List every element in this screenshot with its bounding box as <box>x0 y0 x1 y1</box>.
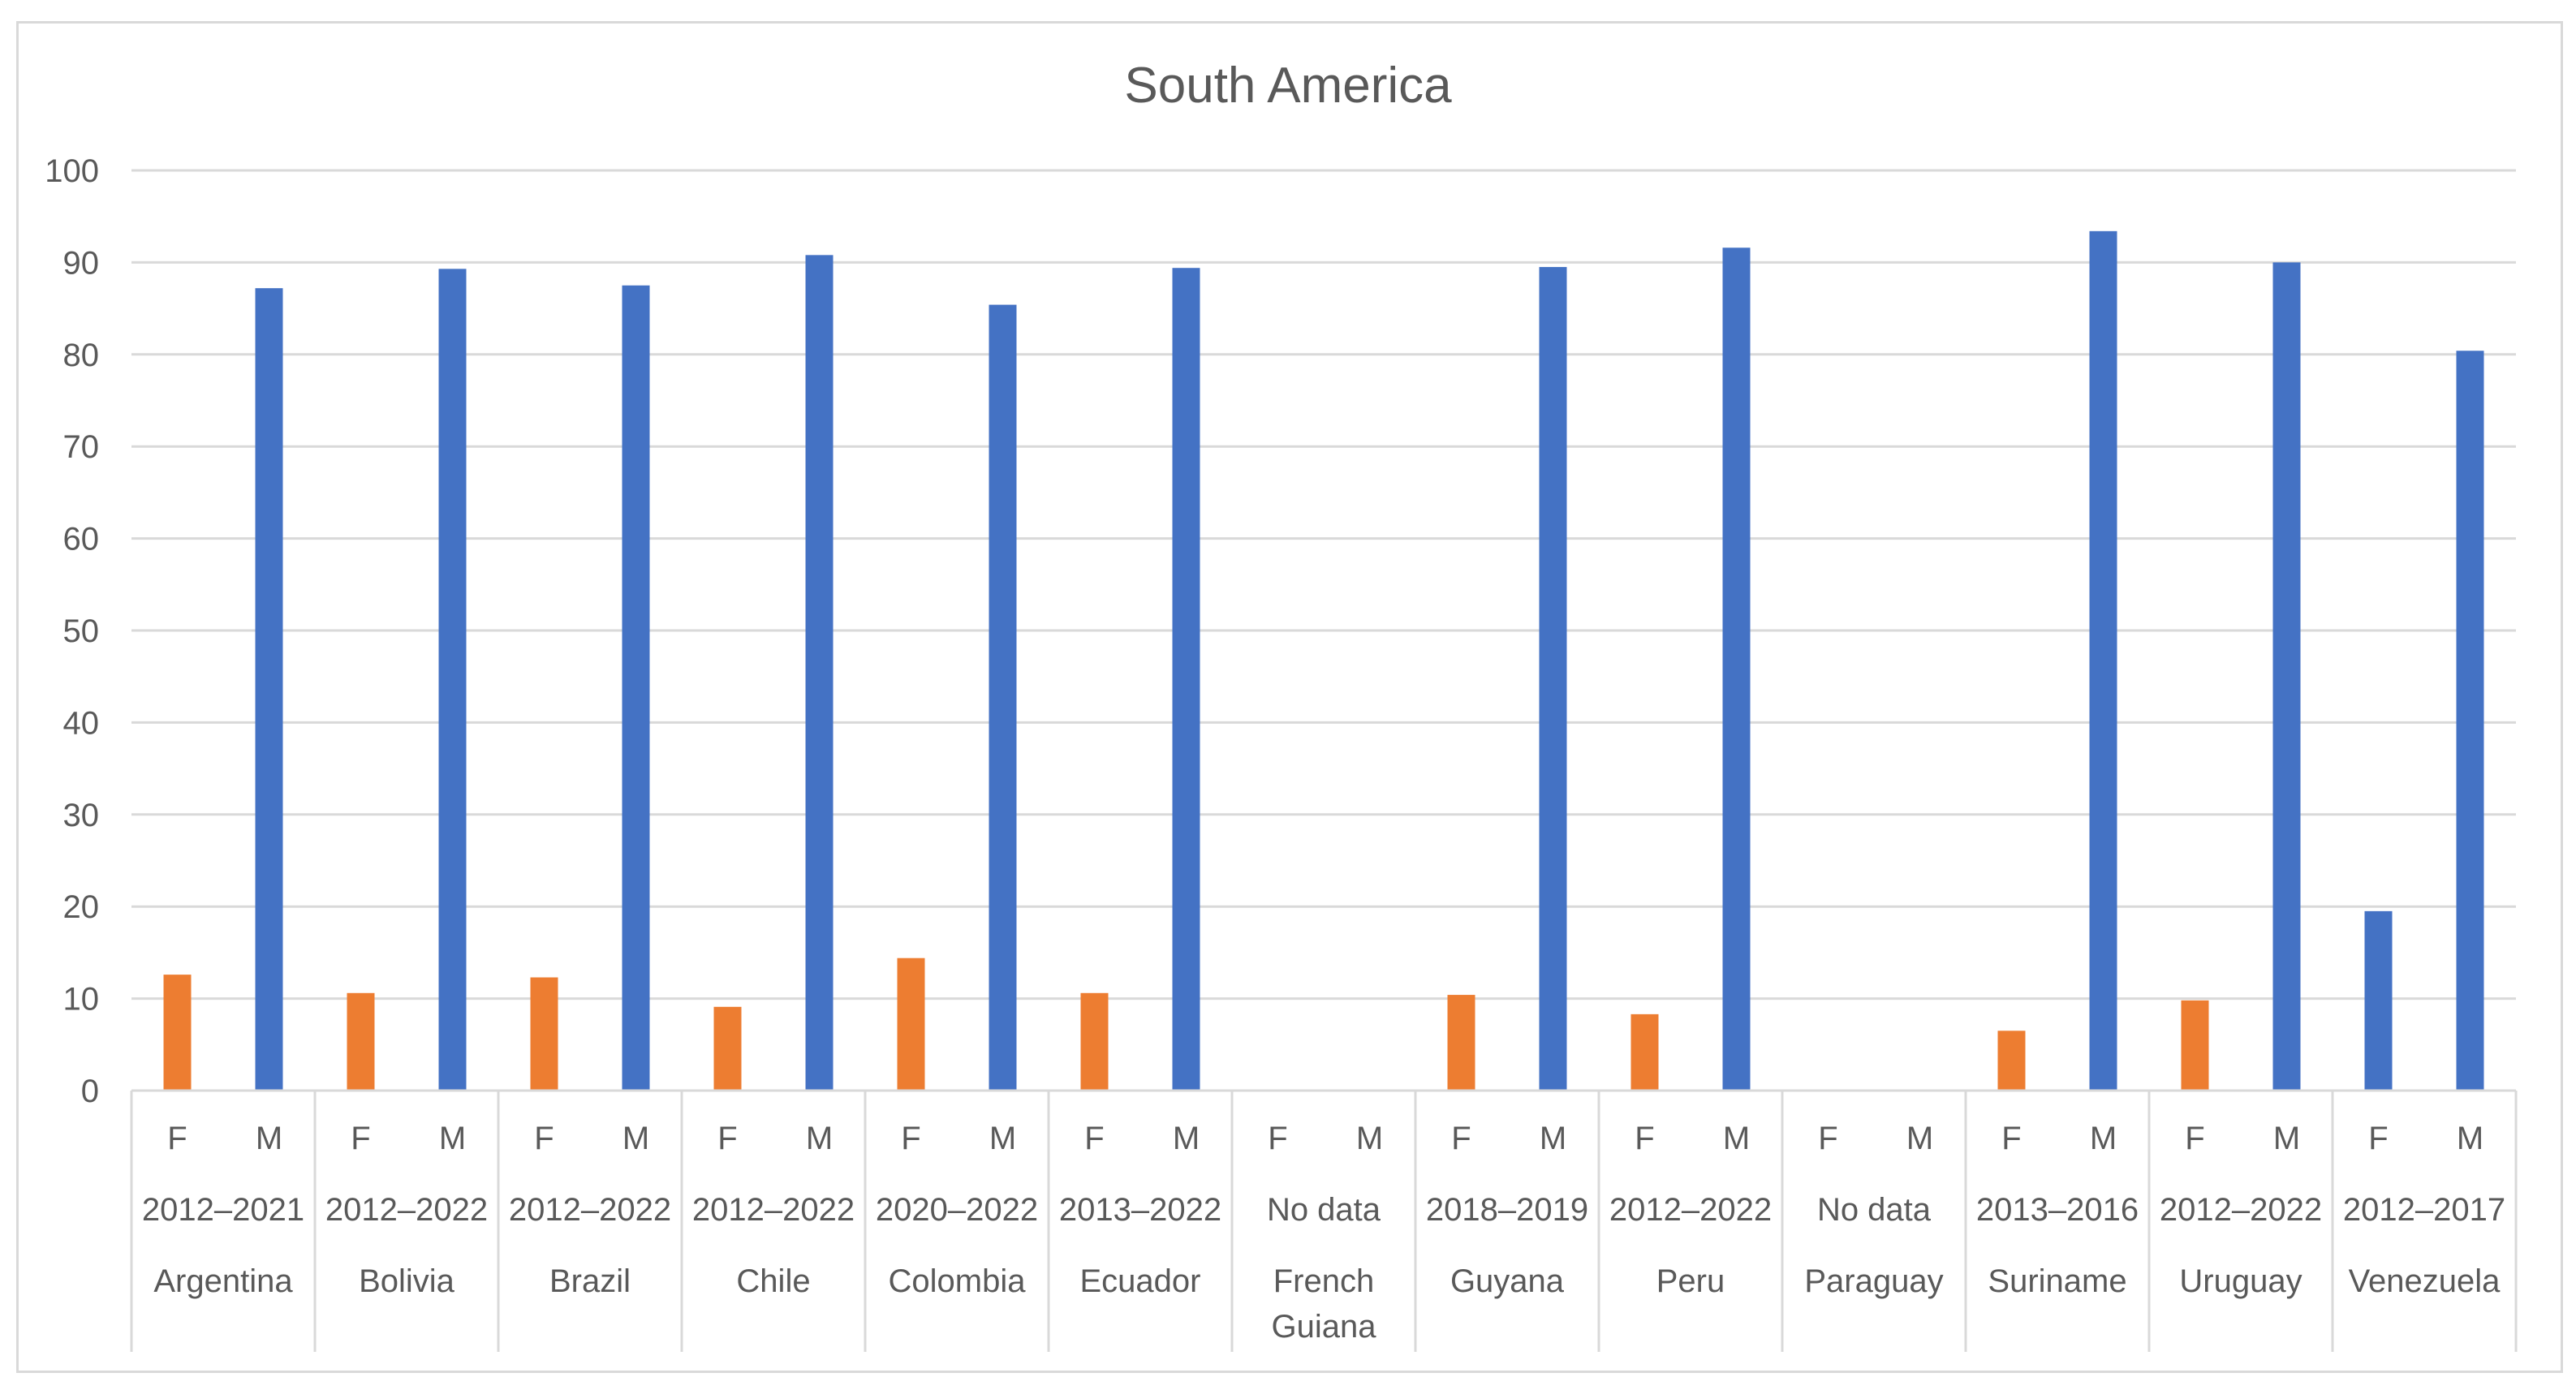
series-tick-label: F <box>901 1121 920 1156</box>
y-tick-label: 80 <box>63 338 100 373</box>
bar-f <box>1447 995 1475 1091</box>
y-tick-label: 30 <box>63 798 100 833</box>
y-axis: 0 10 20 30 40 50 60 70 80 90 100 <box>45 153 99 1109</box>
series-tick-label: M <box>1723 1121 1750 1156</box>
series-tick-label: F <box>1268 1121 1287 1156</box>
bar-f <box>2364 910 2393 1091</box>
period-label: 2013–2016 <box>1976 1192 2139 1228</box>
y-tick-label: 0 <box>81 1074 99 1109</box>
series-tick-label: M <box>1906 1121 1933 1156</box>
period-label: 2012–2022 <box>2160 1192 2322 1228</box>
country-label: French <box>1273 1263 1375 1299</box>
series-tick-label: F <box>1084 1121 1104 1156</box>
x-axis: F M 2012–2021 Argentina F M 2012–2022 Bolivia F M… <box>130 1089 2518 1352</box>
series-tick-label: F <box>2185 1121 2204 1156</box>
period-label: 2012–2022 <box>325 1192 488 1228</box>
period-label: 2018–2019 <box>1426 1192 1588 1228</box>
bar-m <box>2272 262 2301 1091</box>
country-label: Uruguay <box>2179 1263 2302 1299</box>
series-tick-label: F <box>534 1121 554 1156</box>
period-label: No data <box>1267 1192 1381 1228</box>
bar-m <box>989 304 1017 1091</box>
series-tick-label: M <box>1173 1121 1200 1156</box>
series-tick-label: M <box>1356 1121 1383 1156</box>
country-label: Peru <box>1656 1263 1725 1299</box>
country-label: Suriname <box>1988 1263 2126 1299</box>
series-tick-label: F <box>2001 1121 2021 1156</box>
country-label: Guyana <box>1450 1263 1565 1299</box>
y-tick-label: 70 <box>63 429 100 465</box>
country-label: Argentina <box>153 1263 293 1299</box>
period-label: 2012–2022 <box>509 1192 671 1228</box>
series-tick-label: F <box>167 1121 187 1156</box>
y-tick-label: 90 <box>63 245 100 281</box>
series-tick-label: F <box>717 1121 737 1156</box>
series-tick-label: F <box>2368 1121 2388 1156</box>
period-label: 2012–2022 <box>1609 1192 1772 1228</box>
series-tick-label: M <box>2457 1121 2483 1156</box>
period-label: 2012–2021 <box>142 1192 304 1228</box>
bar-f <box>530 977 558 1091</box>
gridlines <box>131 169 2516 1001</box>
bar-m <box>805 255 834 1091</box>
period-label: 2020–2022 <box>876 1192 1038 1228</box>
country-label: Venezuela <box>2349 1263 2501 1299</box>
bar-f <box>897 958 925 1091</box>
bar-f <box>713 1006 742 1091</box>
country-label: Ecuador <box>1080 1263 1201 1299</box>
series-tick-label: M <box>622 1121 649 1156</box>
period-label: No data <box>1817 1192 1932 1228</box>
bar-m <box>1172 268 1200 1091</box>
y-tick-label: 50 <box>63 613 100 649</box>
bar-f <box>1080 992 1109 1091</box>
series-tick-label: F <box>351 1121 370 1156</box>
series-tick-label: M <box>439 1121 466 1156</box>
bar-m <box>1539 267 1567 1091</box>
period-label: 2012–2017 <box>2343 1192 2505 1228</box>
bar-m <box>1722 247 1751 1091</box>
series-tick-label: M <box>256 1121 282 1156</box>
period-label: 2013–2022 <box>1059 1192 1221 1228</box>
bar-f <box>2181 1000 2209 1091</box>
y-tick-label: 40 <box>63 705 100 741</box>
y-tick-label: 60 <box>63 522 100 557</box>
period-label: 2012–2022 <box>692 1192 855 1228</box>
series-tick-label: M <box>2273 1121 2300 1156</box>
country-label: Chile <box>736 1263 810 1299</box>
series-tick-label: M <box>1540 1121 1566 1156</box>
series-tick-label: F <box>1451 1121 1471 1156</box>
country-label: Paraguay <box>1804 1263 1943 1299</box>
y-tick-label: 100 <box>45 153 99 189</box>
bars <box>163 230 2484 1091</box>
bar-f <box>1630 1013 1659 1091</box>
country-label: Brazil <box>549 1263 631 1299</box>
series-tick-label: F <box>1635 1121 1654 1156</box>
series-tick-label: F <box>1818 1121 1837 1156</box>
bar-f <box>347 992 375 1091</box>
bar-m <box>622 285 650 1091</box>
series-tick-label: M <box>806 1121 833 1156</box>
country-label: Bolivia <box>359 1263 455 1299</box>
bar-f <box>1997 1031 2026 1091</box>
y-tick-label: 10 <box>63 982 100 1018</box>
series-tick-label: M <box>989 1121 1016 1156</box>
y-tick-label: 20 <box>63 889 100 925</box>
series-tick-label: M <box>2090 1121 2117 1156</box>
bar-m <box>2089 230 2117 1091</box>
bar-m <box>255 288 283 1091</box>
country-label: Guiana <box>1272 1309 1377 1345</box>
country-label: Colombia <box>889 1263 1027 1299</box>
chart-title: South America <box>1124 58 1452 114</box>
bar-m <box>438 269 467 1091</box>
bar-m <box>2456 351 2484 1091</box>
bar-f <box>163 975 192 1091</box>
